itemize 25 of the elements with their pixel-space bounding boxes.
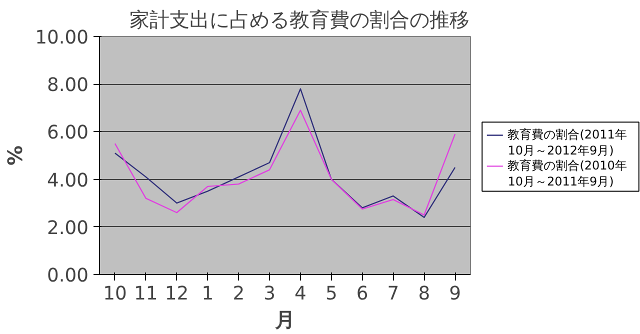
x-tick-label: 4 [294,284,306,304]
y-tick-label: 4.00 [46,170,89,192]
x-tick-label: 1 [202,284,214,304]
y-tick-label: 6.00 [46,122,89,144]
legend-label: 教育費の割合(2010年10月～2011年9月) [508,158,627,188]
line-series [114,88,456,218]
legend-label: 教育費の割合(2011年10月～2012年9月) [508,127,627,158]
x-tick-label: 7 [387,284,400,304]
x-tick-label: 12 [164,284,189,304]
x-tick-label: 8 [418,284,430,304]
x-tick-label: 10 [103,284,127,304]
chart-title: 家計支出に占める教育費の割合の推移 [130,8,470,32]
x-tick-label: 3 [264,284,276,304]
y-tick-label: 2.00 [46,218,89,239]
line-series [114,110,456,216]
y-tick-label: 8.00 [46,75,89,96]
x-tick-label: 6 [356,284,368,304]
y-axis-title: % [3,145,28,166]
y-tick-label: 0.00 [46,266,89,286]
x-tick-label: 5 [325,284,338,304]
x-tick-label: 11 [134,284,158,304]
x-tick-label: 2 [232,284,245,304]
x-tick-label: 9 [449,284,461,304]
x-axis-title: 月 [274,308,295,332]
y-tick-label: 10.00 [35,28,89,48]
